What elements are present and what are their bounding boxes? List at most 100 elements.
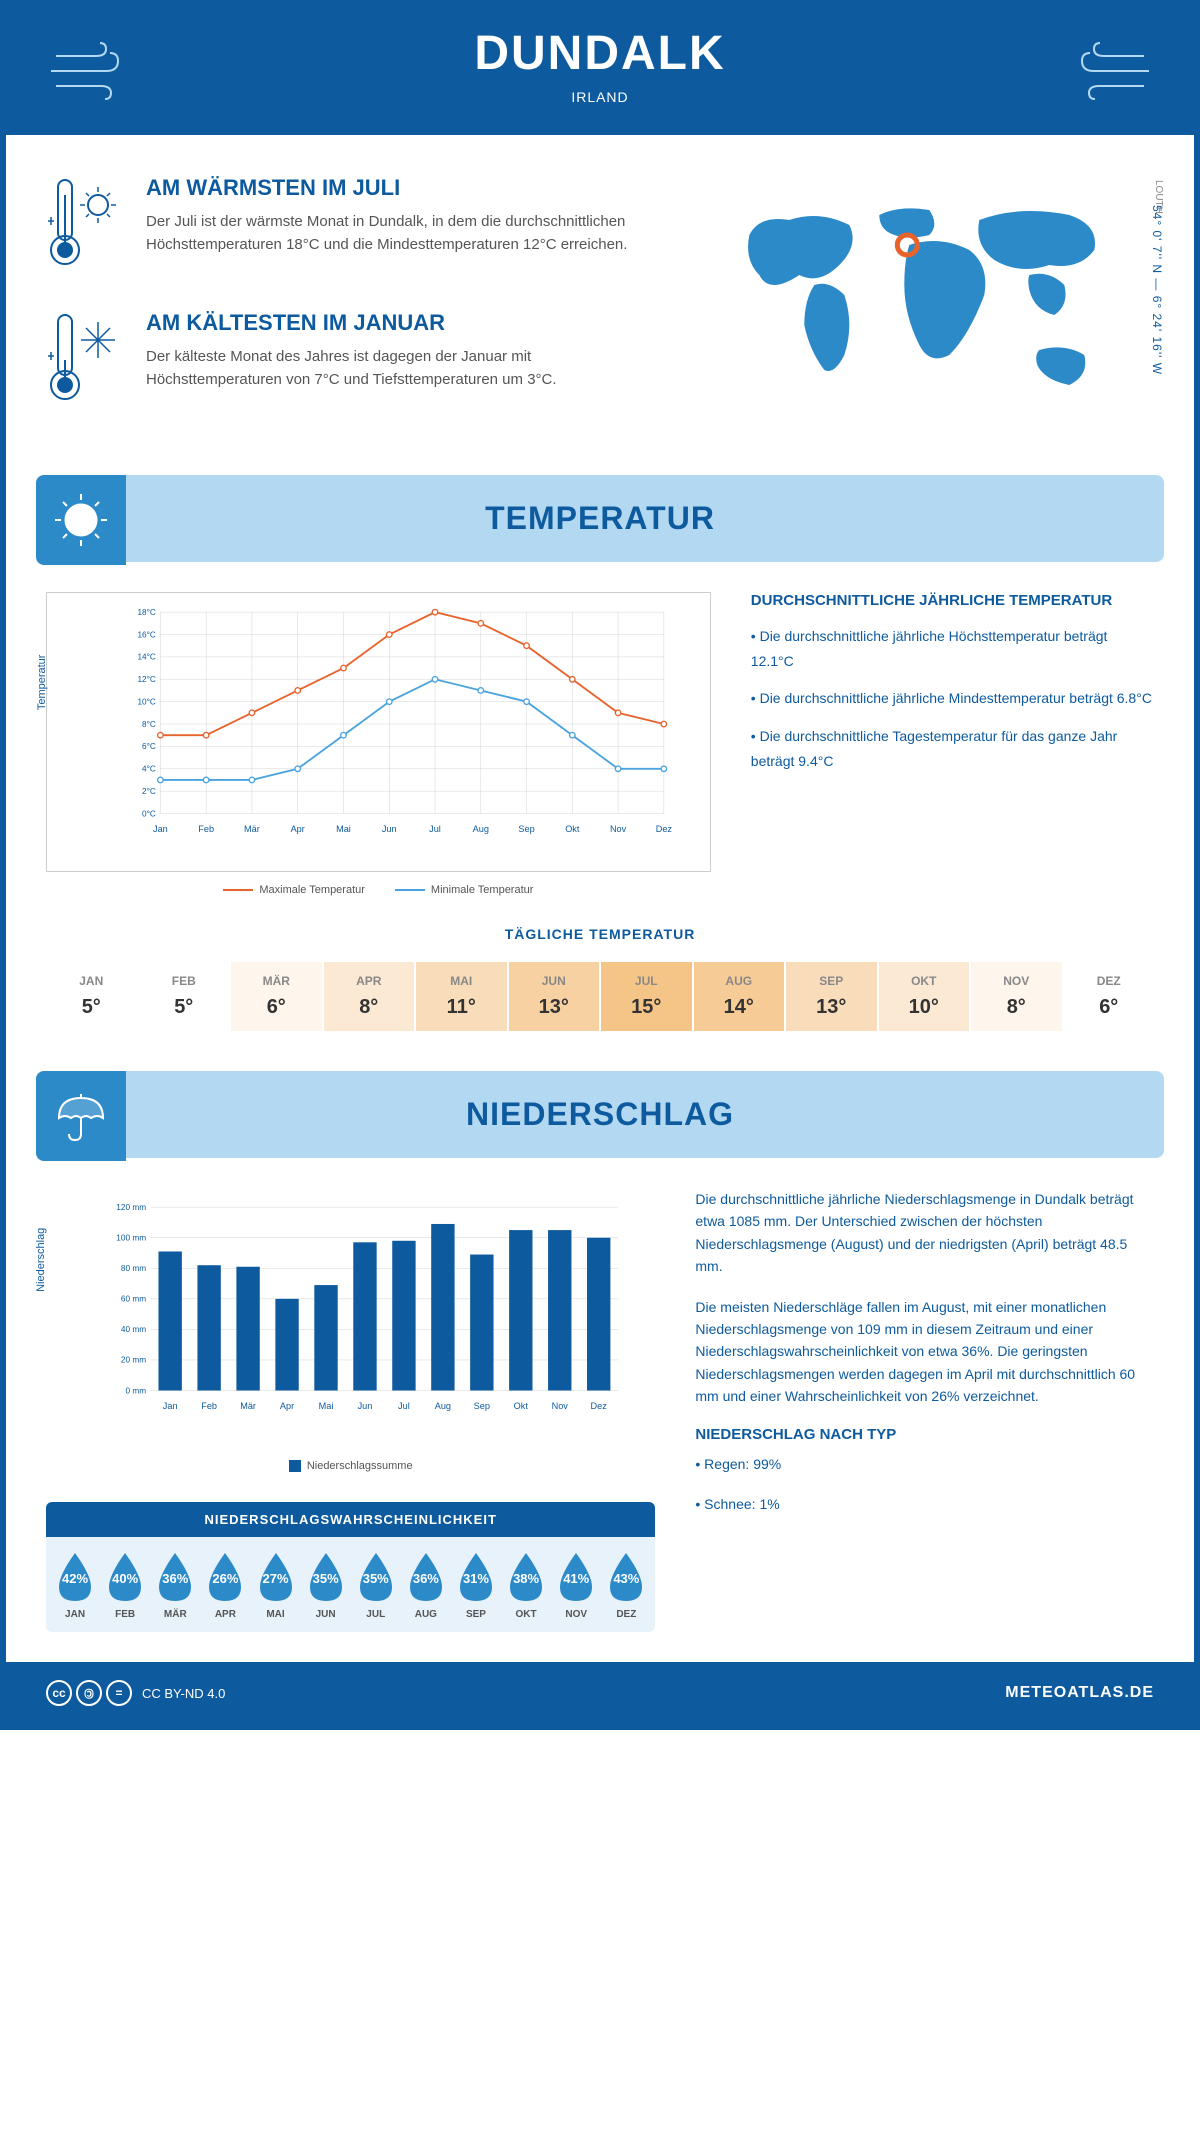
precip-legend: Niederschlagssumme <box>46 1460 655 1472</box>
svg-text:18°C: 18°C <box>137 608 155 617</box>
temp-cell: AUG14° <box>694 962 785 1031</box>
temp-cell: APR8° <box>324 962 415 1031</box>
svg-text:Aug: Aug <box>473 824 489 834</box>
svg-text:Jun: Jun <box>358 1401 373 1411</box>
thermometer-cold-icon <box>46 310 126 415</box>
svg-text:Apr: Apr <box>280 1401 294 1411</box>
drop-item: 36%AUG <box>403 1549 449 1620</box>
drop-item: 40%FEB <box>102 1549 148 1620</box>
svg-text:100 mm: 100 mm <box>116 1233 146 1242</box>
precipitation-section: Niederschlag 0 mm20 mm40 mm60 mm80 mm100… <box>6 1158 1194 1662</box>
precipitation-probability: NIEDERSCHLAGSWAHRSCHEINLICHKEIT 42%JAN40… <box>46 1502 655 1632</box>
coldest-block: AM KÄLTESTEN IM JANUAR Der kälteste Mona… <box>46 310 655 415</box>
temp-cell: FEB5° <box>139 962 230 1031</box>
svg-text:Jun: Jun <box>382 824 397 834</box>
drop-item: 31%SEP <box>453 1549 499 1620</box>
temp-info: DURCHSCHNITTLICHE JÄHRLICHE TEMPERATUR •… <box>751 592 1154 896</box>
svg-text:0°C: 0°C <box>142 809 156 818</box>
daily-temp-section: TÄGLICHE TEMPERATUR JAN5°FEB5°MÄR6°APR8°… <box>6 926 1194 1071</box>
svg-text:Feb: Feb <box>201 1401 217 1411</box>
umbrella-icon <box>36 1071 126 1161</box>
city-title: DUNDALK <box>6 26 1194 81</box>
drop-item: 41%NOV <box>553 1549 599 1620</box>
svg-text:Mai: Mai <box>319 1401 334 1411</box>
temperature-section: Temperatur 0°C2°C4°C6°C8°C10°C12°C14°C16… <box>6 562 1194 926</box>
drops-row: 42%JAN40%FEB36%MÄR26%APR27%MAI35%JUN35%J… <box>46 1537 655 1632</box>
daily-temp-grid: JAN5°FEB5°MÄR6°APR8°MAI11°JUN13°JUL15°AU… <box>46 962 1154 1031</box>
temp-cell: NOV8° <box>971 962 1062 1031</box>
temp-cell: MÄR6° <box>231 962 322 1031</box>
svg-text:Sep: Sep <box>474 1401 490 1411</box>
svg-text:14°C: 14°C <box>137 653 155 662</box>
warmest-block: AM WÄRMSTEN IM JULI Der Juli ist der wär… <box>46 175 655 280</box>
svg-text:Mär: Mär <box>240 1401 256 1411</box>
drop-item: 38%OKT <box>503 1549 549 1620</box>
temp-cell: OKT10° <box>879 962 970 1031</box>
svg-text:Jul: Jul <box>398 1401 410 1411</box>
svg-text:Mär: Mär <box>244 824 260 834</box>
svg-text:8°C: 8°C <box>142 720 156 729</box>
temp-cell: JUL15° <box>601 962 692 1031</box>
svg-text:10°C: 10°C <box>137 697 155 706</box>
temp-chart-svg: 0°C2°C4°C6°C8°C10°C12°C14°C16°C18°CJanFe… <box>97 603 700 841</box>
temp-info-title: DURCHSCHNITTLICHE JÄHRLICHE TEMPERATUR <box>751 592 1154 609</box>
wind-icon-left <box>46 41 136 106</box>
svg-text:Jan: Jan <box>163 1401 178 1411</box>
svg-text:12°C: 12°C <box>137 675 155 684</box>
temp-cell: MAI11° <box>416 962 507 1031</box>
temp-cell: JAN5° <box>46 962 137 1031</box>
svg-text:Jan: Jan <box>153 824 168 834</box>
svg-text:40 mm: 40 mm <box>121 1325 146 1334</box>
precip-by-type: • Schnee: 1% <box>695 1493 1154 1515</box>
license-block: cc🄯= CC BY-ND 4.0 <box>46 1680 225 1706</box>
wind-icon-right <box>1064 41 1154 106</box>
daily-temp-title: TÄGLICHE TEMPERATUR <box>46 926 1154 942</box>
precipitation-info: Die durchschnittliche jährliche Niedersc… <box>695 1188 1154 1632</box>
precip-by-type-title: NIEDERSCHLAG NACH TYP <box>695 1426 1154 1443</box>
svg-text:2°C: 2°C <box>142 787 156 796</box>
svg-text:Okt: Okt <box>565 824 580 834</box>
svg-text:20 mm: 20 mm <box>121 1356 146 1365</box>
temp-bullet: • Die durchschnittliche jährliche Mindes… <box>751 686 1154 711</box>
drop-item: 42%JAN <box>52 1549 98 1620</box>
svg-text:Nov: Nov <box>552 1401 569 1411</box>
sun-icon <box>36 475 126 565</box>
temp-cell: SEP13° <box>786 962 877 1031</box>
svg-text:Mai: Mai <box>336 824 351 834</box>
header: DUNDALK IRLAND <box>6 6 1194 135</box>
precip-y-label: Niederschlag <box>35 1228 47 1292</box>
precip-chart-svg: 0 mm20 mm40 mm60 mm80 mm100 mm120 mmJanF… <box>96 1198 645 1418</box>
svg-text:Nov: Nov <box>610 824 627 834</box>
precip-by-type: • Regen: 99% <box>695 1453 1154 1475</box>
cc-icon: cc🄯= <box>46 1680 132 1706</box>
svg-text:Apr: Apr <box>291 824 305 834</box>
temp-cell: JUN13° <box>509 962 600 1031</box>
world-map <box>685 175 1154 425</box>
footer: cc🄯= CC BY-ND 4.0 METEOATLAS.DE <box>6 1662 1194 1724</box>
temp-cell: DEZ6° <box>1064 962 1155 1031</box>
temp-bullet: • Die durchschnittliche Tagestemperatur … <box>751 724 1154 774</box>
precipitation-title: NIEDERSCHLAG <box>36 1096 1164 1133</box>
svg-text:80 mm: 80 mm <box>121 1264 146 1273</box>
thermometer-hot-icon <box>46 175 126 280</box>
svg-text:4°C: 4°C <box>142 765 156 774</box>
intro-section: AM WÄRMSTEN IM JULI Der Juli ist der wär… <box>6 135 1194 475</box>
precip-prob-title: NIEDERSCHLAGSWAHRSCHEINLICHKEIT <box>46 1502 655 1537</box>
precip-text: Die meisten Niederschläge fallen im Augu… <box>695 1296 1154 1408</box>
drop-item: 27%MAI <box>252 1549 298 1620</box>
temperature-chart: Temperatur 0°C2°C4°C6°C8°C10°C12°C14°C16… <box>46 592 711 872</box>
svg-text:Okt: Okt <box>514 1401 529 1411</box>
svg-text:Dez: Dez <box>656 824 673 834</box>
temp-legend: Maximale Temperatur Minimale Temperatur <box>46 884 711 896</box>
temperature-header: TEMPERATUR <box>36 475 1164 562</box>
coldest-text: Der kälteste Monat des Jahres ist dagege… <box>146 346 655 391</box>
svg-text:Aug: Aug <box>435 1401 451 1411</box>
drop-item: 35%JUN <box>303 1549 349 1620</box>
license-text: CC BY-ND 4.0 <box>142 1686 225 1701</box>
precipitation-header: NIEDERSCHLAG <box>36 1071 1164 1158</box>
svg-text:Feb: Feb <box>198 824 214 834</box>
temperature-title: TEMPERATUR <box>36 500 1164 537</box>
svg-text:6°C: 6°C <box>142 742 156 751</box>
drop-item: 35%JUL <box>353 1549 399 1620</box>
map-block: LOUTH 54° 0' 7'' N — 6° 24' 16'' W <box>685 175 1154 445</box>
